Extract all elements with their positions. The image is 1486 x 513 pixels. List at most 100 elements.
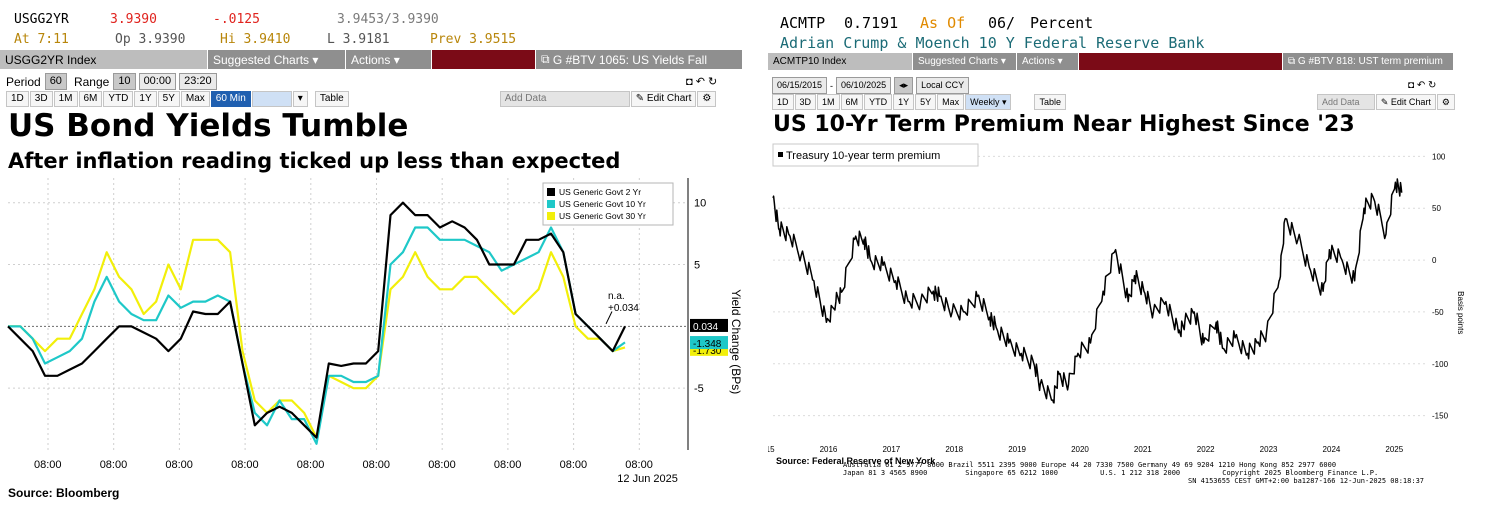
security-description: Adrian Crump & Moench 10 Y Federal Reser… <box>780 34 1205 52</box>
start-date-input[interactable]: 06/15/2015 <box>772 77 828 94</box>
left-chart-panel: USGG2YR 3.9390 -.0125 3.9453/3.9390 At 7… <box>0 12 743 500</box>
ticker-label: USGG2YR <box>14 12 69 27</box>
toolbar: ACMTP10 Index Suggested Charts ▾ Actions… <box>768 53 1454 70</box>
end-time-input[interactable]: 23:20 <box>179 73 217 90</box>
window-icons[interactable]: ◘ ↶ ↻ <box>1408 80 1437 91</box>
footer-serial: SN 4153655 CEST GMT+2:00 ba1287-166 12-J… <box>1188 477 1425 485</box>
range-button-1d[interactable]: 1D <box>6 91 29 107</box>
range-button-6m[interactable]: 6M <box>78 91 103 107</box>
series-line <box>772 178 1403 404</box>
range-button-max[interactable]: Max <box>180 91 210 107</box>
window-icons[interactable]: ◘ ↶ ↻ <box>686 76 718 88</box>
security-field[interactable]: ACMTP10 Index <box>768 53 913 70</box>
right-chart-panel: ACMTP 0.7191 As Of 06/ Percent Adrian Cr… <box>768 0 1486 513</box>
range-input[interactable]: 10 <box>113 73 136 90</box>
date-controls: 06/15/2015 - 06/10/2025 ◂▸ Local CCY ◘ ↶… <box>772 77 1436 94</box>
settings-icon[interactable]: ⚙ <box>697 91 717 107</box>
annotation-label: +0.034 <box>608 303 639 314</box>
range-button-3d[interactable]: 3D <box>794 94 817 110</box>
table-button[interactable]: Table <box>1034 94 1066 110</box>
alert-bar <box>1079 53 1283 70</box>
value-label-box <box>690 336 728 350</box>
range-button-5y[interactable]: 5Y <box>915 94 937 110</box>
last-value: 0.7191 <box>844 14 899 32</box>
range-button-1y[interactable]: 1Y <box>893 94 915 110</box>
news-link[interactable]: ⧉ G #BTV 1065: US Yields Fall <box>536 50 743 69</box>
news-headline: G #BTV 818: UST term premium <box>1297 56 1443 67</box>
range-button-max[interactable]: Max <box>937 94 965 110</box>
edit-chart-button[interactable]: ✎ Edit Chart <box>630 91 697 107</box>
chart-source: Source: Bloomberg <box>8 486 120 500</box>
x-tick-label: 2021 <box>1134 445 1152 454</box>
annotation-label: n.a. <box>608 291 625 302</box>
edit-chart-button[interactable]: ✎ Edit Chart <box>1375 94 1436 110</box>
frequency-dropdown[interactable]: Weekly ▾ <box>965 94 1012 110</box>
settings-icon[interactable]: ⚙ <box>1436 94 1455 110</box>
x-tick-label: 2022 <box>1197 445 1215 454</box>
external-link-icon: ⧉ <box>541 52 553 66</box>
actions-menu[interactable]: Actions ▾ <box>1017 53 1079 70</box>
range-button-3d[interactable]: 3D <box>29 91 53 107</box>
legend-swatch <box>547 200 555 208</box>
range-button-1y[interactable]: 1Y <box>134 91 157 107</box>
legend-swatch <box>778 152 783 157</box>
suggested-charts-menu[interactable]: Suggested Charts ▾ <box>208 50 346 69</box>
currency-dropdown[interactable]: Local CCY <box>916 77 970 94</box>
news-link[interactable]: ⧉ G #BTV 818: UST term premium <box>1283 53 1454 70</box>
x-tick-label: 2025 <box>1385 445 1403 454</box>
y-axis-label: Yield Change (BPs) <box>729 289 743 394</box>
actions-label: Actions <box>351 52 391 67</box>
table-button[interactable]: Table <box>314 91 349 107</box>
x-tick-label: 08:00 <box>625 459 653 471</box>
add-data-input[interactable]: Add Data <box>499 91 630 107</box>
add-data-input[interactable]: Add Data <box>1317 94 1375 110</box>
range-button-ytd[interactable]: YTD <box>864 94 893 110</box>
range-button-1m[interactable]: 1M <box>53 91 78 107</box>
y-tick-label: -100 <box>1432 360 1449 369</box>
y-tick-label: 100 <box>1432 152 1446 161</box>
interval-dropdown[interactable]: 60 Min <box>210 91 251 107</box>
x-tick-label: 08:00 <box>428 459 456 471</box>
actions-label: Actions <box>1022 56 1055 67</box>
ticker-label: ACMTP <box>780 14 826 32</box>
y-tick-label: 10 <box>694 198 706 210</box>
value-label-box <box>690 318 728 332</box>
x-tick-label: 2018 <box>945 445 963 454</box>
range-button-1d[interactable]: 1D <box>772 94 794 110</box>
x-tick-label: 2016 <box>820 445 838 454</box>
x-tick-label: 2023 <box>1260 445 1278 454</box>
range-button-1m[interactable]: 1M <box>817 94 840 110</box>
chevron-down-icon[interactable]: ▾ <box>292 91 308 107</box>
value-label: -1.348 <box>693 339 722 350</box>
range-button-6m[interactable]: 6M <box>840 94 864 110</box>
range-button-5y[interactable]: 5Y <box>157 91 180 107</box>
yield-change-chart: 08:00 08:00 08:00 08:00 08:00 08:00 08:00 08:00… <box>7 178 743 483</box>
footer-contacts-1: Australia 61 2 9777 8600 Brazil 5511 239… <box>843 461 1337 469</box>
x-tick-label: 08:00 <box>100 459 128 471</box>
chart-type-dropdown[interactable] <box>251 91 292 107</box>
high-price: Hi 3.9410 <box>220 32 291 47</box>
end-date-input[interactable]: 06/10/2025 <box>836 77 892 94</box>
y-tick-label: 50 <box>1432 204 1441 213</box>
price-change: -.0125 <box>213 12 260 27</box>
range-label: Range <box>73 74 110 89</box>
period-input[interactable]: 60 <box>44 73 67 90</box>
x-tick-label: 08:00 <box>560 459 588 471</box>
prev-next-buttons[interactable]: ◂▸ <box>894 77 914 94</box>
unit-label: Percent <box>1030 14 1094 32</box>
prev-close: Prev 3.9515 <box>430 32 517 47</box>
edit-chart-label: Edit Chart <box>646 93 692 104</box>
range-button-ytd[interactable]: YTD <box>103 91 134 107</box>
quote-time: At 7:11 <box>14 32 69 47</box>
actions-menu[interactable]: Actions ▾ <box>346 50 432 69</box>
start-time-input[interactable]: 00:00 <box>138 73 177 90</box>
legend-label: US Generic Govt 30 Yr <box>559 211 646 221</box>
series-line <box>7 201 626 439</box>
range-buttons: 1D 3D 1M 6M YTD 1Y 5Y Max Weekly ▾ Table… <box>772 94 1456 110</box>
security-field[interactable]: USGG2YR Index <box>0 50 208 69</box>
suggested-charts-menu[interactable]: Suggested Charts ▾ <box>913 53 1017 70</box>
legend-swatch <box>547 188 555 196</box>
toolbar: USGG2YR Index Suggested Charts ▾ Actions… <box>0 50 743 69</box>
as-of-date: 06/ <box>988 14 1016 32</box>
y-tick-label: 0 <box>1432 256 1437 265</box>
